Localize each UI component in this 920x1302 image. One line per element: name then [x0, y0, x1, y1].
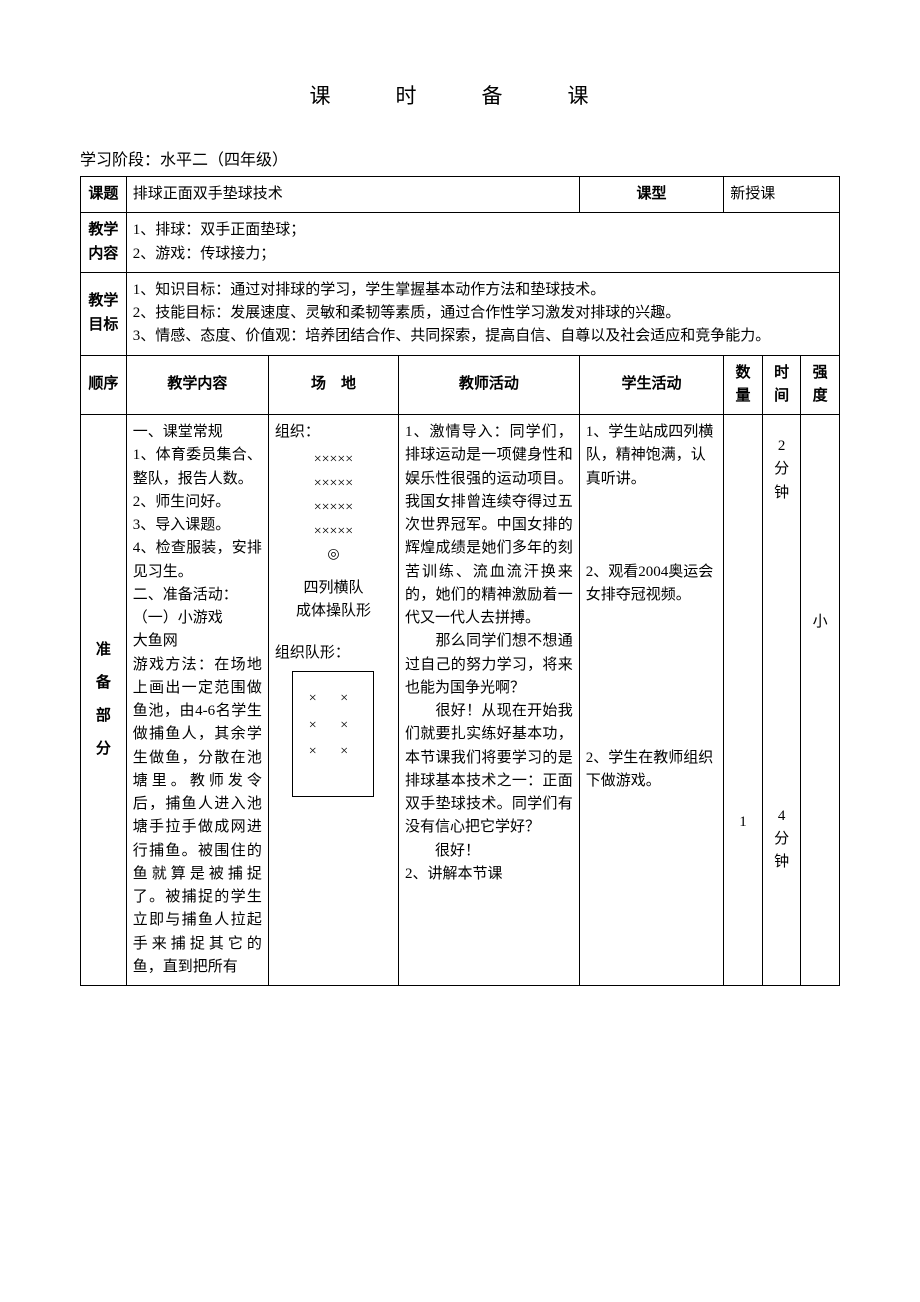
org-label2: 组织队形： — [275, 642, 392, 665]
table-row: 教学 内容 1、排球：双手正面垫球； 2、游戏：传球接力； — [81, 213, 840, 273]
document-title: 课 时 备 课 — [80, 80, 840, 110]
vchar: 部 — [87, 700, 120, 733]
intensity-value: 小 — [813, 614, 828, 630]
label-line: 教学 — [88, 293, 118, 309]
vchar: 准 — [87, 634, 120, 667]
table-header-row: 顺序 教学内容 场 地 教师活动 学生活动 数 量 时 间 强 度 — [81, 355, 840, 415]
label-line: 间 — [774, 388, 789, 404]
col-intensity: 强 度 — [801, 355, 840, 415]
col-student: 学生活动 — [579, 355, 724, 415]
prep-intensity: 小 — [801, 415, 840, 986]
vchar: 分 — [87, 733, 120, 766]
teaching-content-value: 1、排球：双手正面垫球； 2、游戏：传球接力； — [126, 213, 839, 273]
section-prep-label: 准 备 部 分 — [81, 415, 127, 986]
table-row: 课题 排球正面双手垫球技术 课型 新授课 — [81, 177, 840, 213]
col-teacher: 教师活动 — [399, 355, 580, 415]
lesson-plan-table: 课题 排球正面双手垫球技术 课型 新授课 教学 内容 1、排球：双手正面垫球； … — [80, 176, 840, 986]
teaching-goal-label: 教学 目标 — [81, 272, 127, 355]
formation-diagram: ××××× ××××× ××××× ××××× ◎ — [275, 448, 392, 567]
lesson-type-label: 课型 — [579, 177, 724, 213]
label-line: 内容 — [88, 246, 118, 262]
vchar: 备 — [87, 667, 120, 700]
page: 课 时 备 课 学习阶段：水平二（四年级） 课题 排球正面双手垫球技术 课型 新… — [0, 0, 920, 1026]
label-line: 数 — [736, 365, 751, 381]
time-unit: 分 钟 — [769, 458, 795, 505]
time-value: 4 — [778, 808, 786, 824]
teaching-content-label: 教学 内容 — [81, 213, 127, 273]
col-field: 场 地 — [268, 355, 398, 415]
prep-time: 2 分 钟 4 分 钟 — [762, 415, 801, 986]
time-unit: 分 钟 — [769, 828, 795, 875]
label-line: 时 — [774, 365, 789, 381]
label-line: 教学 — [88, 222, 118, 238]
prep-field: 组织： ××××× ××××× ××××× ××××× ◎ 四列横队 成体操队形… — [268, 415, 398, 986]
formation-note: 成体操队形 — [275, 600, 392, 623]
qty-value: 1 — [739, 814, 747, 830]
prep-content: 一、课堂常规 1、体育委员集合、整队，报告人数。 2、师生问好。 3、导入课题。… — [126, 415, 268, 986]
org-label: 组织： — [275, 421, 392, 444]
label-line: 量 — [736, 388, 751, 404]
lesson-type-value: 新授课 — [724, 177, 840, 213]
stage-line: 学习阶段：水平二（四年级） — [80, 146, 840, 170]
prep-teacher: 1、激情导入：同学们，排球运动是一项健身性和娱乐性很强的运动项目。我国女排曾连续… — [399, 415, 580, 986]
col-qty: 数 量 — [724, 355, 763, 415]
col-content: 教学内容 — [126, 355, 268, 415]
topic-value: 排球正面双手垫球技术 — [126, 177, 579, 213]
label-line: 目标 — [88, 317, 118, 333]
formation-note: 四列横队 — [275, 577, 392, 600]
time-value: 2 — [778, 438, 786, 454]
topic-label: 课题 — [81, 177, 127, 213]
teaching-goal-value: 1、知识目标：通过对排球的学习，学生掌握基本动作方法和垫球技术。 2、技能目标：… — [126, 272, 839, 355]
formation-box: × × × × × × — [292, 671, 374, 797]
table-row: 教学 目标 1、知识目标：通过对排球的学习，学生掌握基本动作方法和垫球技术。 2… — [81, 272, 840, 355]
label-line: 度 — [813, 388, 828, 404]
prep-qty: 1 — [724, 415, 763, 986]
table-row: 准 备 部 分 一、课堂常规 1、体育委员集合、整队，报告人数。 2、师生问好。… — [81, 415, 840, 986]
col-time: 时 间 — [762, 355, 801, 415]
label-line: 强 — [813, 365, 828, 381]
prep-student: 1、学生站成四列横队，精神饱满，认真听讲。 2、观看2004奥运会女排夺冠视频。… — [579, 415, 724, 986]
col-seq: 顺序 — [81, 355, 127, 415]
